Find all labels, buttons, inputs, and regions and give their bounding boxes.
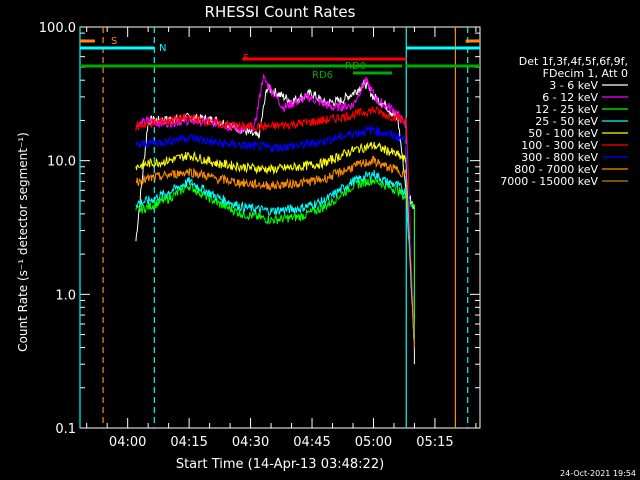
legend-entry-label: 6 - 12 keV — [542, 91, 598, 104]
series-line — [135, 155, 415, 348]
series-line — [135, 169, 415, 348]
x-tick-label: 05:15 — [416, 435, 453, 450]
legend-entry-label: 25 - 50 keV — [535, 115, 598, 128]
series-line — [135, 141, 415, 348]
legend-entry-label: 100 - 300 keV — [521, 139, 598, 152]
legend-header: Det 1f,3f,4f,5f,6f,9f, — [519, 55, 628, 68]
y-tick-label: 1.0 — [55, 288, 76, 303]
state-bar-label: F — [243, 53, 249, 64]
x-tick-label: 05:00 — [355, 435, 392, 450]
legend-entry-label: 7000 - 15000 keV — [500, 175, 598, 188]
legend-entry-label: 50 - 100 keV — [528, 127, 598, 140]
plot-frame — [79, 26, 481, 429]
series-line — [135, 124, 415, 348]
y-axis-label: Count Rate (s⁻¹ detector segment⁻¹) — [16, 132, 30, 352]
legend-entry-label: 3 - 6 keV — [549, 79, 598, 92]
x-tick-label: 04:45 — [293, 435, 330, 450]
x-tick-label: 04:30 — [232, 435, 269, 450]
y-tick-label: 0.1 — [55, 422, 76, 437]
series-line — [135, 105, 415, 348]
series-line — [135, 79, 415, 365]
state-bar-label: N — [159, 43, 166, 54]
legend-header: FDecim 1, Att 0 — [543, 67, 628, 80]
x-tick-label: 04:15 — [170, 435, 207, 450]
series-line — [135, 176, 415, 348]
state-bar-label: S — [111, 36, 117, 47]
legend-entry-label: 12 - 25 keV — [535, 103, 598, 116]
state-bar-label: RD0 — [345, 61, 366, 72]
legend-entry-label: 800 - 7000 keV — [514, 163, 598, 176]
y-tick-label: 100.0 — [39, 21, 76, 36]
x-tick-label: 04:00 — [109, 435, 146, 450]
chart-title: RHESSI Count Rates — [205, 3, 356, 21]
state-bar-label: RD6 — [312, 70, 333, 81]
y-tick-label: 10.0 — [47, 155, 76, 170]
plot-timestamp: 24-Oct-2021 19:54 — [560, 469, 636, 478]
legend-entry-label: 300 - 800 keV — [521, 151, 598, 164]
x-axis-label: Start Time (14-Apr-13 03:48:22) — [176, 457, 384, 472]
